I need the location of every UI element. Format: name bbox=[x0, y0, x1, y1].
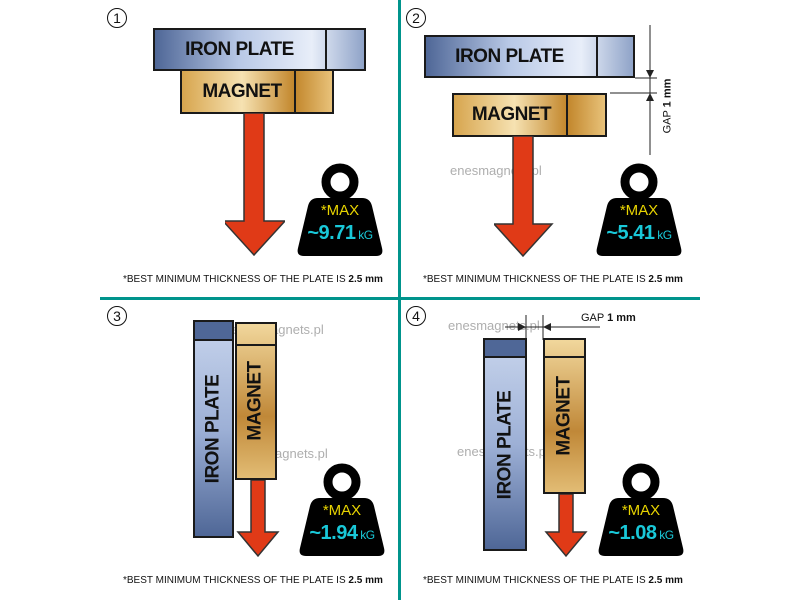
magnet: MAGNET bbox=[235, 322, 277, 480]
force-arrow bbox=[225, 113, 285, 257]
panel-number: 3 bbox=[107, 306, 127, 326]
iron-plate: IRON PLATE bbox=[193, 320, 234, 538]
iron-plate-label: IRON PLATE bbox=[494, 390, 515, 499]
max-value: ~9.71 bbox=[307, 222, 356, 244]
panel-number: 4 bbox=[406, 306, 426, 326]
max-value: ~1.08 bbox=[608, 522, 657, 544]
weight-icon bbox=[299, 463, 385, 556]
gap-label: GAP 1 mm bbox=[581, 312, 636, 324]
magnet-label: MAGNET bbox=[553, 376, 575, 456]
weight: *MAX ~5.41 kG bbox=[595, 162, 683, 258]
unit: kG bbox=[659, 528, 674, 542]
iron-plate: IRON PLATE bbox=[424, 35, 635, 78]
unit: kG bbox=[360, 528, 375, 542]
force-arrow bbox=[544, 494, 588, 558]
max-label: *MAX bbox=[619, 202, 659, 219]
footnote: *BEST MINIMUM THICKNESS OF THE PLATE IS … bbox=[423, 575, 683, 586]
magnet-label: MAGNET bbox=[245, 361, 267, 441]
watermark: enesmagnets.pl bbox=[448, 318, 540, 333]
max-label: *MAX bbox=[322, 502, 362, 519]
footnote: *BEST MINIMUM THICKNESS OF THE PLATE IS … bbox=[123, 274, 383, 285]
iron-plate-label: IRON PLATE bbox=[185, 38, 294, 60]
magnet-label: MAGNET bbox=[471, 104, 552, 125]
iron-plate-label: IRON PLATE bbox=[202, 374, 224, 484]
iron-plate: IRON PLATE bbox=[153, 28, 366, 71]
max-value: ~5.41 bbox=[606, 222, 655, 244]
gap-label: GAP 1 mm bbox=[661, 78, 674, 134]
force-arrow bbox=[494, 136, 554, 258]
footnote: *BEST MINIMUM THICKNESS OF THE PLATE IS … bbox=[123, 575, 383, 586]
vertical-divider bbox=[398, 0, 401, 600]
footnote: *BEST MINIMUM THICKNESS OF THE PLATE IS … bbox=[423, 274, 683, 285]
magnet: MAGNET bbox=[543, 338, 586, 494]
gap-dimension bbox=[505, 315, 600, 340]
magnet: MAGNET bbox=[180, 69, 334, 114]
weight-icon bbox=[297, 163, 383, 256]
weight-icon bbox=[596, 163, 682, 256]
iron-plate-label: IRON PLATE bbox=[455, 45, 564, 67]
panel-number: 1 bbox=[107, 8, 127, 28]
max-value: ~1.94 bbox=[309, 522, 358, 544]
horizontal-divider bbox=[100, 297, 700, 300]
unit: kG bbox=[657, 228, 672, 242]
weight: *MAX ~1.94 kG bbox=[298, 462, 386, 558]
weight-icon bbox=[598, 463, 684, 556]
gap-dimension bbox=[610, 25, 657, 155]
force-arrow bbox=[236, 480, 280, 558]
iron-plate: IRON PLATE bbox=[483, 338, 527, 551]
weight: *MAX ~9.71 kG bbox=[296, 162, 384, 258]
unit: kG bbox=[358, 228, 373, 242]
panel-number: 2 bbox=[406, 8, 426, 28]
max-label: *MAX bbox=[320, 202, 360, 219]
magnet: MAGNET bbox=[452, 93, 607, 137]
magnet-label: MAGNET bbox=[202, 80, 282, 102]
weight: *MAX ~1.08 kG bbox=[597, 462, 685, 558]
max-label: *MAX bbox=[621, 502, 661, 519]
